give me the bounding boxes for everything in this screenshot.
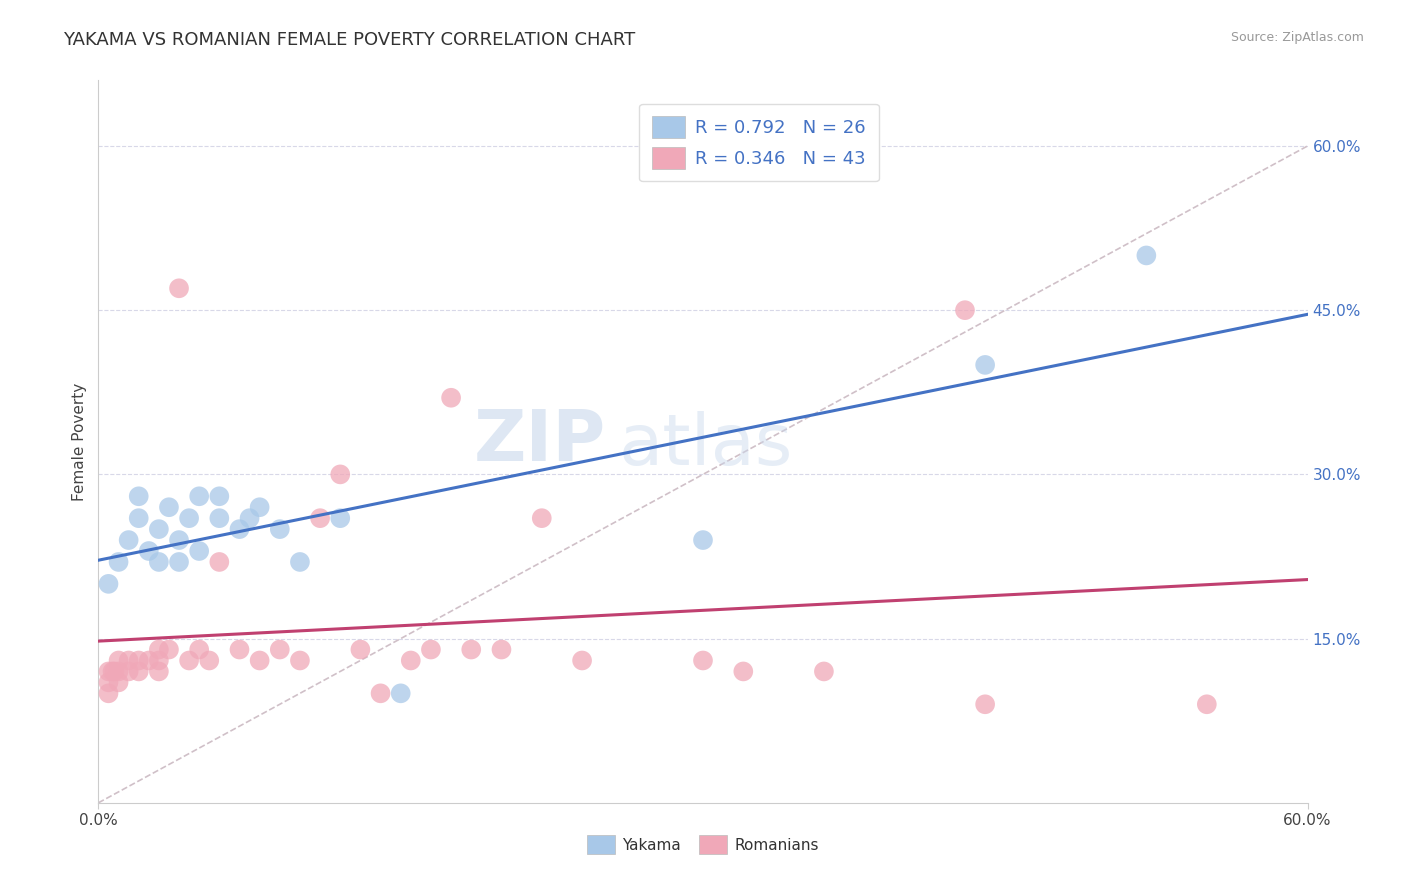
Y-axis label: Female Poverty: Female Poverty xyxy=(72,383,87,500)
Point xyxy=(530,511,553,525)
Point xyxy=(198,653,221,667)
Point xyxy=(101,665,124,679)
Point xyxy=(399,653,422,667)
Point xyxy=(491,642,513,657)
Text: atlas: atlas xyxy=(619,410,793,480)
Point xyxy=(239,511,262,525)
Point xyxy=(128,653,150,667)
Point xyxy=(148,642,170,657)
Point xyxy=(974,698,997,712)
Point xyxy=(953,303,976,318)
Text: Source: ZipAtlas.com: Source: ZipAtlas.com xyxy=(1230,31,1364,45)
Point xyxy=(389,686,412,700)
Point xyxy=(813,665,835,679)
Point xyxy=(128,665,150,679)
Point xyxy=(97,577,120,591)
Point xyxy=(228,522,250,536)
Point xyxy=(107,665,129,679)
Point xyxy=(138,653,160,667)
Point xyxy=(249,653,271,667)
Point xyxy=(269,642,291,657)
Point xyxy=(107,653,129,667)
Point xyxy=(1135,248,1157,262)
Point xyxy=(157,500,180,515)
Point xyxy=(692,533,714,547)
Point xyxy=(692,653,714,667)
Point xyxy=(188,489,211,503)
Point xyxy=(148,522,170,536)
Point xyxy=(329,511,352,525)
Point xyxy=(1195,698,1218,712)
Point xyxy=(97,665,120,679)
Point xyxy=(167,555,190,569)
Point xyxy=(107,555,129,569)
Point xyxy=(157,642,180,657)
Text: YAKAMA VS ROMANIAN FEMALE POVERTY CORRELATION CHART: YAKAMA VS ROMANIAN FEMALE POVERTY CORREL… xyxy=(63,31,636,49)
Point xyxy=(128,511,150,525)
Point xyxy=(128,489,150,503)
Point xyxy=(288,653,311,667)
Legend: Yakama, Romanians: Yakama, Romanians xyxy=(581,830,825,860)
Point xyxy=(249,500,271,515)
Point xyxy=(118,533,141,547)
Point xyxy=(420,642,443,657)
Point xyxy=(571,653,593,667)
Point xyxy=(118,665,141,679)
Point xyxy=(179,511,201,525)
Point xyxy=(97,675,120,690)
Point xyxy=(148,653,170,667)
Point xyxy=(309,511,332,525)
Point xyxy=(103,665,125,679)
Point xyxy=(370,686,392,700)
Point xyxy=(118,653,141,667)
Point xyxy=(208,555,231,569)
Point xyxy=(208,489,231,503)
Point xyxy=(208,511,231,525)
Point xyxy=(148,665,170,679)
Point xyxy=(148,555,170,569)
Point xyxy=(188,544,211,558)
Point xyxy=(228,642,250,657)
Point xyxy=(138,544,160,558)
Point xyxy=(974,358,997,372)
Point xyxy=(349,642,371,657)
Text: ZIP: ZIP xyxy=(474,407,606,476)
Point xyxy=(97,686,120,700)
Point xyxy=(167,281,190,295)
Point xyxy=(460,642,482,657)
Point xyxy=(733,665,755,679)
Point xyxy=(269,522,291,536)
Point xyxy=(107,675,129,690)
Point xyxy=(167,533,190,547)
Point xyxy=(179,653,201,667)
Point xyxy=(440,391,463,405)
Point xyxy=(329,467,352,482)
Point xyxy=(188,642,211,657)
Point xyxy=(288,555,311,569)
